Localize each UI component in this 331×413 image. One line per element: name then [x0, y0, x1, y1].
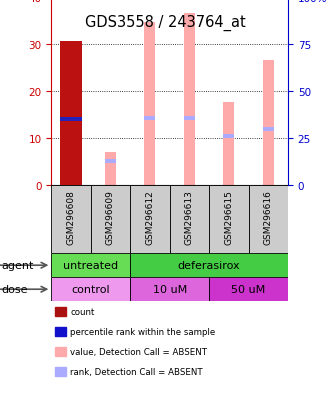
Bar: [51, 185, 91, 254]
Text: control: control: [71, 285, 110, 294]
Bar: [51, 254, 130, 278]
Text: dose: dose: [2, 285, 28, 294]
Text: count: count: [70, 307, 95, 316]
Bar: [223, 103, 234, 185]
Bar: [249, 185, 288, 254]
Bar: [130, 278, 209, 301]
Bar: [184, 117, 195, 121]
Text: agent: agent: [2, 261, 34, 271]
Text: GSM296609: GSM296609: [106, 190, 115, 244]
Bar: [209, 185, 249, 254]
Text: GDS3558 / 243764_at: GDS3558 / 243764_at: [85, 14, 246, 31]
Bar: [144, 117, 156, 121]
Bar: [60, 42, 82, 185]
Text: GSM296613: GSM296613: [185, 190, 194, 244]
Text: GSM296616: GSM296616: [264, 190, 273, 244]
Bar: [105, 160, 116, 164]
Text: GSM296612: GSM296612: [145, 190, 155, 244]
Bar: [263, 128, 274, 132]
Text: GSM296615: GSM296615: [224, 190, 233, 244]
Text: percentile rank within the sample: percentile rank within the sample: [70, 327, 215, 336]
Bar: [60, 118, 82, 122]
Bar: [144, 24, 156, 185]
Text: value, Detection Call = ABSENT: value, Detection Call = ABSENT: [70, 347, 207, 356]
Text: 10 uM: 10 uM: [153, 285, 187, 294]
Text: deferasirox: deferasirox: [178, 261, 240, 271]
Text: untreated: untreated: [63, 261, 118, 271]
Bar: [91, 185, 130, 254]
Bar: [184, 14, 195, 185]
Bar: [130, 254, 288, 278]
Bar: [209, 278, 288, 301]
Text: GSM296608: GSM296608: [67, 190, 75, 244]
Bar: [263, 61, 274, 185]
Bar: [51, 278, 130, 301]
Bar: [223, 135, 234, 139]
Bar: [130, 185, 169, 254]
Text: 50 uM: 50 uM: [231, 285, 266, 294]
Bar: [169, 185, 209, 254]
Bar: [105, 152, 116, 185]
Text: rank, Detection Call = ABSENT: rank, Detection Call = ABSENT: [70, 367, 203, 376]
